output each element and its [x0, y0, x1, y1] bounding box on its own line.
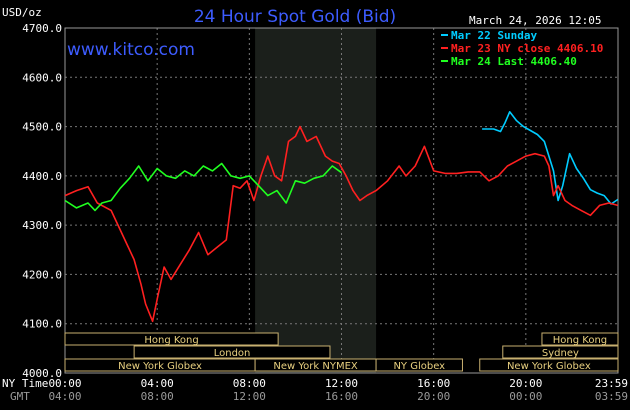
y-tick-label: 4000.0	[22, 367, 62, 380]
x-tick-gmt-label: 12:00	[233, 390, 266, 403]
session-label: New York Globex	[507, 361, 591, 372]
y-tick-label: 4100.0	[22, 318, 62, 331]
y-axis-ticks: 4000.0 4100.0 4200.0 4300.0 4400.0 4500.0 4600…	[22, 22, 62, 380]
legend-swatch-sunday	[441, 34, 448, 36]
y-tick-label: 4400.0	[22, 170, 62, 183]
series-line-1	[64, 125, 619, 323]
session-bar	[375, 358, 463, 372]
x-tick-label: 08:00	[233, 377, 266, 390]
y-tick-label: 4300.0	[22, 219, 62, 232]
x-tick-label: 12:00	[325, 377, 358, 390]
session-bar	[541, 332, 619, 346]
session-label: Hong Kong	[144, 335, 198, 346]
x-tick-gmt-label: 08:00	[141, 390, 174, 403]
legend-label-ny-close: Mar 23 NY close 4406.10	[451, 42, 603, 55]
chart-date: March 24, 2026 12:05	[469, 14, 601, 27]
session-bars: Hong Kong Hong Kong London Sydney New York G…	[64, 332, 619, 372]
x-tick-label: 00:00	[48, 377, 81, 390]
y-tick-label: 4200.0	[22, 268, 62, 281]
nymex-session-shading	[255, 28, 377, 373]
session-bar	[479, 358, 619, 372]
session-label: Sydney	[542, 348, 579, 359]
x-tick-label: 04:00	[141, 377, 174, 390]
x-tick-label: 23:59	[595, 377, 628, 390]
x-tick-label: 16:00	[417, 377, 450, 390]
x-tick-gmt-label: 00:00	[509, 390, 542, 403]
session-label: New York NYMEX	[273, 361, 358, 372]
price-series	[64, 111, 619, 323]
legend-label-sunday: Mar 22 Sunday	[451, 29, 537, 42]
site-link[interactable]: www.kitco.com	[67, 40, 195, 60]
session-bar	[502, 345, 619, 359]
y-tick-label: 4600.0	[22, 71, 62, 84]
session-label: London	[214, 348, 251, 359]
session-label: NY Globex	[393, 361, 445, 372]
legend: Mar 22 Sunday Mar 23 NY close 4406.10 Ma…	[441, 29, 603, 68]
session-label: New York Globex	[118, 361, 202, 372]
session-bar	[64, 332, 279, 346]
session-bar	[133, 345, 331, 359]
legend-swatch-ny-close	[441, 47, 448, 49]
x-axis-ticks: 00:0004:0004:0008:0008:0012:0012:0016:00…	[48, 377, 628, 403]
x-tick-label: 20:00	[509, 377, 542, 390]
ny-time-label: NY Time	[2, 377, 48, 390]
y-tick-label: 4500.0	[22, 121, 62, 134]
y-tick-label: 4700.0	[22, 22, 62, 35]
x-tick-gmt-label: 16:00	[325, 390, 358, 403]
x-tick-gmt-label: 20:00	[417, 390, 450, 403]
legend-label-last: Mar 24 Last 4406.40	[451, 55, 577, 68]
gmt-label: GMT	[10, 390, 30, 403]
x-tick-gmt-label: 04:00	[48, 390, 81, 403]
legend-swatch-last	[441, 60, 448, 62]
chart-title: 24 Hour Spot Gold (Bid)	[194, 7, 396, 27]
series-line-0	[482, 111, 619, 205]
session-label: Hong Kong	[553, 335, 607, 346]
series-line-2	[64, 162, 342, 212]
x-tick-gmt-label: 03:59	[595, 390, 628, 403]
y-axis-unit: USD/oz	[2, 6, 42, 19]
